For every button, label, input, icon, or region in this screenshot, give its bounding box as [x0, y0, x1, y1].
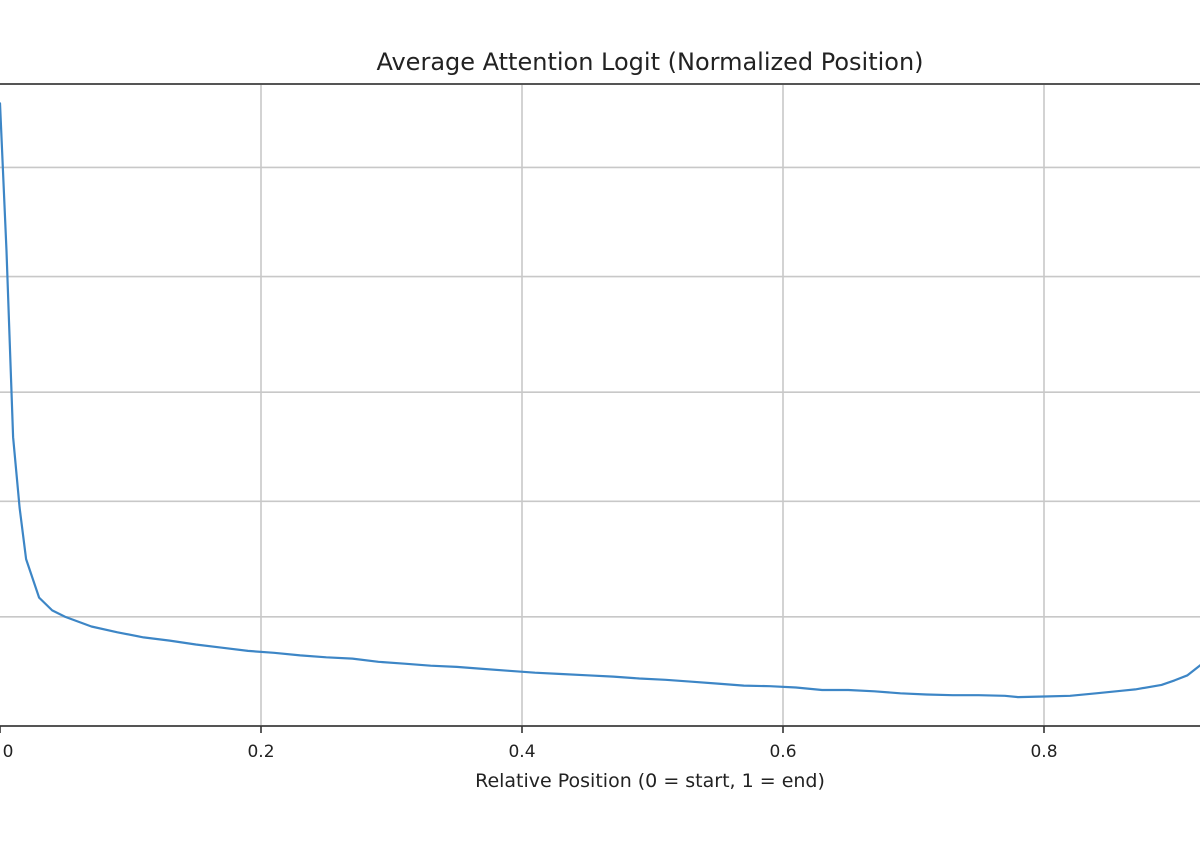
x-tick-label: 0.4: [508, 742, 535, 762]
x-axis-label: Relative Position (0 = start, 1 = end): [475, 770, 825, 792]
x-tick-label: 0.6: [769, 742, 796, 762]
chart-title: Average Attention Logit (Normalized Posi…: [376, 48, 923, 76]
axes-frame: [0, 83, 1200, 727]
x-tick-label: 0: [3, 742, 14, 762]
grid-lines: [0, 84, 1200, 726]
x-tick-label: 0.2: [247, 742, 274, 762]
x-tick-label: 0.8: [1030, 742, 1057, 762]
series-layer: [0, 102, 1200, 699]
series-line: [0, 102, 1200, 699]
x-axis-ticks: 0 0.2 0.4 0.6 0.8: [0, 726, 1058, 762]
